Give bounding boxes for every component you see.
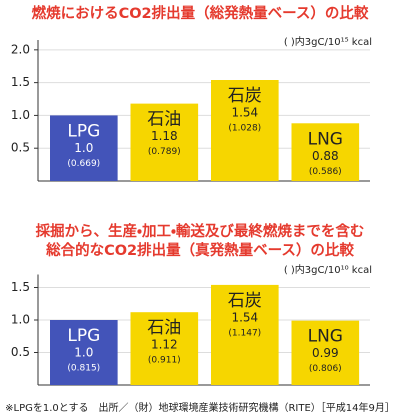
footnote: ※LPGを1.0とする 出所／（財）地球環境産業技術研究機構（RITE）［平成1…: [5, 401, 395, 414]
bar: [291, 123, 360, 181]
value-label: 1.0: [74, 346, 93, 360]
chart-title: 総合的なCO2排出量（真発熱量ベース）の比較: [45, 241, 354, 259]
sub-value-label: (0.806): [309, 364, 342, 374]
bar: [291, 320, 360, 385]
value-label: 0.99: [312, 346, 339, 360]
category-label: 石炭: [228, 291, 262, 311]
y-tick-label: 1.5: [11, 280, 30, 294]
sub-value-label: (0.789): [148, 147, 181, 157]
category-label: 石炭: [228, 86, 262, 106]
category-label: 石油: [147, 318, 181, 338]
category-label: LPG: [67, 121, 100, 141]
category-label: LNG: [308, 327, 343, 347]
y-tick-label: 1.0: [11, 313, 30, 327]
y-tick-label: 1.0: [11, 108, 30, 122]
bar: [130, 103, 199, 181]
sub-value-label: (1.147): [228, 328, 261, 338]
bar: [50, 115, 118, 181]
y-tick-label: 0.5: [11, 141, 30, 155]
sub-value-label: (0.669): [67, 159, 100, 169]
chart-title: 採掘から、生産・加工・輸送及び最終燃焼までを含む: [36, 222, 365, 240]
value-label: 0.88: [312, 149, 339, 163]
chart-title: 燃焼におけるCO2排出量（総発熱量ベース）の比較: [32, 4, 369, 22]
category-label: 石油: [147, 110, 181, 130]
unit-note: ( )内3gC/10¹⁰ kcal: [284, 263, 372, 276]
bar: [211, 80, 279, 181]
sub-value-label: (0.815): [67, 364, 100, 374]
value-label: 1.54: [231, 106, 258, 120]
y-tick-label: 1.5: [11, 75, 30, 89]
y-tick-label: 2.0: [11, 42, 30, 56]
category-label: LPG: [67, 326, 100, 346]
value-label: 1.18: [151, 129, 178, 143]
unit-note: ( )内3gC/10¹⁵ kcal: [284, 35, 372, 48]
y-tick-label: 0.5: [11, 345, 30, 359]
bar: [130, 312, 199, 385]
sub-value-label: (0.911): [148, 356, 181, 366]
value-label: 1.54: [231, 310, 258, 324]
sub-value-label: (1.028): [228, 124, 261, 134]
value-label: 1.0: [74, 141, 93, 155]
category-label: LNG: [308, 129, 343, 149]
sub-value-label: (0.586): [309, 167, 342, 177]
bar: [211, 284, 279, 385]
value-label: 1.12: [151, 338, 178, 352]
bar: [50, 320, 118, 385]
